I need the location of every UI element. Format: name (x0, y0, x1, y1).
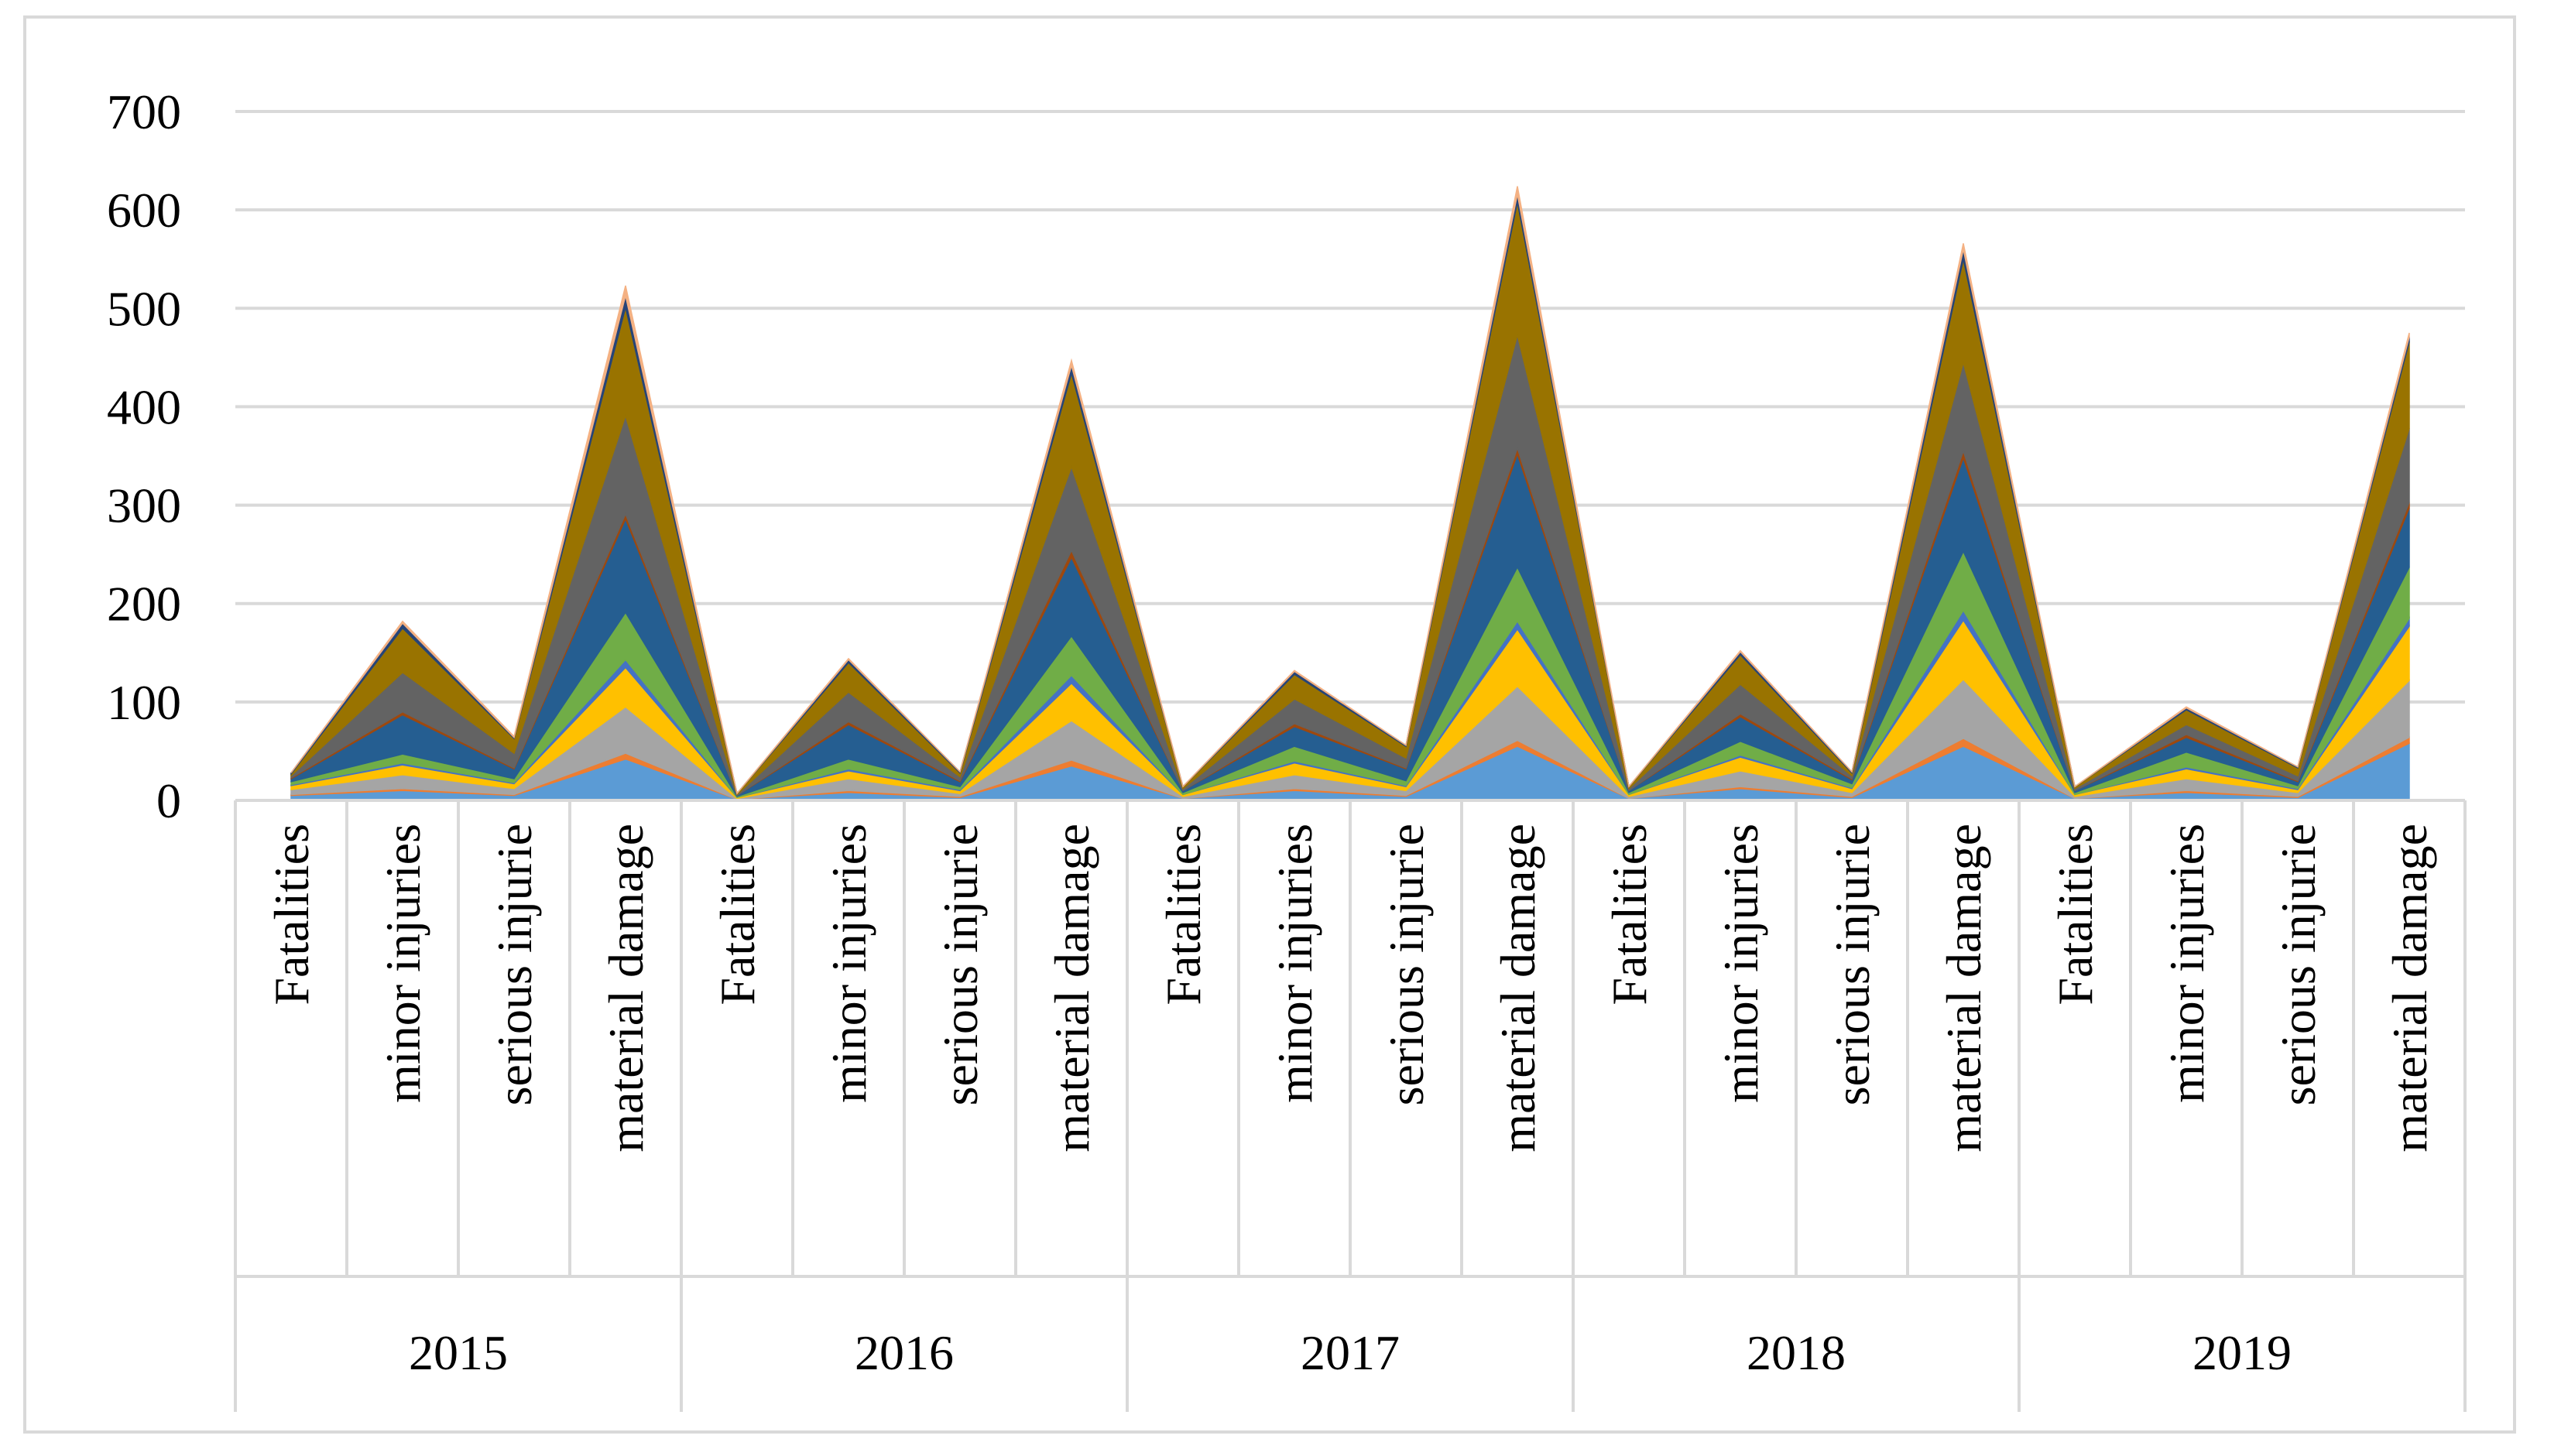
area-series-12 (290, 186, 2410, 795)
category-label: material damage (1490, 824, 1545, 1153)
year-label: 2018 (1747, 1325, 1846, 1380)
y-tick-label: 600 (107, 183, 181, 238)
y-tick-label: 200 (107, 577, 181, 632)
year-label: 2017 (1301, 1325, 1400, 1380)
category-label: Fatalities (710, 824, 765, 1005)
category-label: Fatalities (1156, 824, 1211, 1005)
y-tick-label: 0 (156, 773, 181, 828)
category-label: Fatalities (264, 824, 319, 1005)
category-label: material damage (2382, 824, 2437, 1153)
category-label: serious injurie (1379, 824, 1434, 1105)
category-label: Fatalities (1602, 824, 1657, 1005)
category-label: minor injuries (1713, 824, 1768, 1103)
year-label: 2019 (2192, 1325, 2292, 1380)
y-tick-label: 300 (107, 478, 181, 533)
axis-group: 0 100 200 300 400 500 600 700 Fatalities minor in… (107, 84, 2467, 1412)
category-label: serious injurie (1825, 824, 1880, 1105)
category-label: serious injurie (933, 824, 988, 1105)
category-label: Fatalities (2048, 824, 2103, 1005)
category-label: minor injuries (1267, 824, 1322, 1103)
stacked-area-chart: 0 100 200 300 400 500 600 700 Fatalities minor in… (107, 84, 2467, 1412)
category-label: minor injuries (821, 824, 876, 1103)
y-tick-label: 400 (107, 379, 181, 434)
year-label: 2016 (855, 1325, 954, 1380)
category-label: minor injuries (375, 824, 430, 1103)
category-label: serious injurie (487, 824, 542, 1105)
area-series-group (290, 186, 2410, 801)
chart-frame: 0 100 200 300 400 500 600 700 Fatalities minor in… (23, 15, 2516, 1434)
year-label: 2015 (409, 1325, 508, 1380)
category-label: material damage (1936, 824, 1991, 1153)
y-tick-label: 500 (107, 281, 181, 336)
category-label: serious injurie (2271, 824, 2326, 1105)
category-label: material damage (598, 824, 653, 1153)
category-label: minor injuries (2159, 824, 2214, 1103)
category-label: material damage (1044, 824, 1099, 1153)
y-tick-label: 700 (107, 84, 181, 139)
y-tick-label: 100 (107, 675, 181, 730)
